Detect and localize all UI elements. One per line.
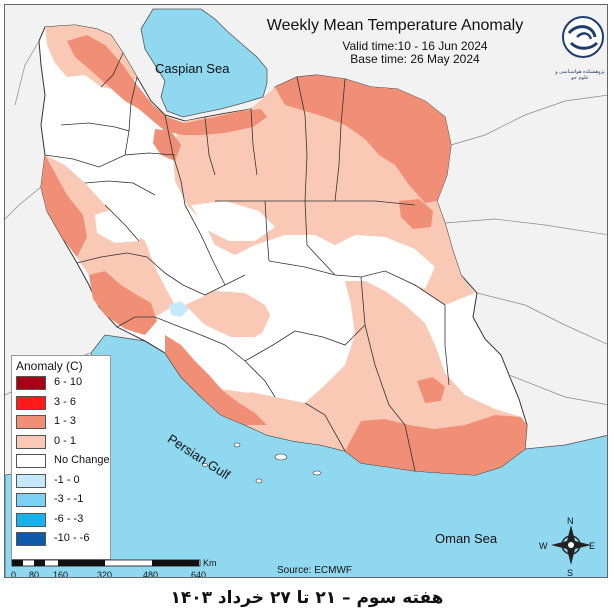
footer-caption: هفته سوم – ۲۱ تا ۲۷ خرداد ۱۴۰۳ xyxy=(170,588,444,608)
legend-label: -1 - 0 xyxy=(54,473,80,486)
province-borders xyxy=(44,52,450,472)
legend-label: -10 - -6 xyxy=(54,532,90,544)
compass-e-label: E xyxy=(589,541,596,551)
legend-title: Anomaly (C) xyxy=(16,359,83,373)
caspian-sea xyxy=(140,8,268,118)
scale-tick-label: 480 xyxy=(143,570,159,578)
legend-swatch xyxy=(16,415,46,429)
compass-w-label: W xyxy=(539,541,548,551)
compass-n-label: N xyxy=(567,516,574,526)
legend-swatch xyxy=(16,532,46,546)
map-canvas xyxy=(5,5,607,577)
scale-unit: Km xyxy=(203,558,217,568)
legend-item: 1 - 3 xyxy=(16,415,110,430)
legend-swatch xyxy=(16,473,46,488)
legend-label: 6 - 10 xyxy=(54,376,83,388)
scale-tick-label: 80 xyxy=(29,570,40,578)
legend-label: No Change xyxy=(54,454,110,466)
legend-swatch xyxy=(16,434,46,449)
valid-time: Valid time:10 - 16 Jun 2024 xyxy=(342,39,488,53)
source-label: Source: ECMWF xyxy=(277,565,353,576)
logo-text: پژوهشکده هواشناسی و علوم جو xyxy=(555,69,605,81)
legend-item: -10 - -6 xyxy=(16,532,110,547)
compass-rose xyxy=(551,525,591,565)
legend-label: -6 - -3 xyxy=(54,512,84,525)
scale-tick-label: 160 xyxy=(53,570,69,578)
anomaly-1-3-areas xyxy=(41,35,527,475)
legend-item: 3 - 6 xyxy=(16,395,110,411)
legend-item: -1 - 0 xyxy=(16,473,110,489)
legend-label: 3 - 6 xyxy=(54,395,77,408)
base-time: Base time: 26 May 2024 xyxy=(350,52,480,66)
anomaly-neg-1-0-spot xyxy=(169,301,189,317)
oman-sea-label: Oman Sea xyxy=(435,531,498,546)
legend-swatch xyxy=(16,493,46,507)
legend-item: 6 - 10 xyxy=(16,376,110,391)
no-change-areas xyxy=(61,101,435,393)
legend-swatch xyxy=(16,512,46,527)
scale-tick-label: 640 xyxy=(191,570,207,578)
institute-logo xyxy=(562,16,604,58)
legend: Anomaly (C) 6 - 10 3 - 6 1 - 3 0 - 1 No Chan… xyxy=(11,355,111,560)
legend-swatch xyxy=(16,395,46,410)
scale-tick-label: 0 xyxy=(11,570,17,578)
legend-swatch xyxy=(16,454,46,468)
gulf-islands xyxy=(202,442,322,484)
caspian-sea-label: Caspian Sea xyxy=(155,61,230,76)
scale-tick-label: 320 xyxy=(97,570,113,578)
legend-item: -3 - -1 xyxy=(16,493,110,508)
legend-item: No Change xyxy=(16,454,110,469)
legend-swatch xyxy=(16,376,46,390)
map-title: Weekly Mean Temperature Anomaly xyxy=(266,17,524,34)
legend-item: -6 - -3 xyxy=(16,512,110,528)
scale-bar: Km 0 80 160 320 480 640 xyxy=(11,558,221,578)
scale-bar-graphic xyxy=(11,559,201,567)
map-frame: N S E W Caspian Sea Persian Gulf Oman Se… xyxy=(4,4,608,578)
legend-label: 0 - 1 xyxy=(54,434,77,447)
legend-label: -3 - -1 xyxy=(54,493,84,505)
legend-label: 1 - 3 xyxy=(54,415,77,427)
legend-item: 0 - 1 xyxy=(16,434,110,450)
compass-s-label: S xyxy=(567,568,574,578)
